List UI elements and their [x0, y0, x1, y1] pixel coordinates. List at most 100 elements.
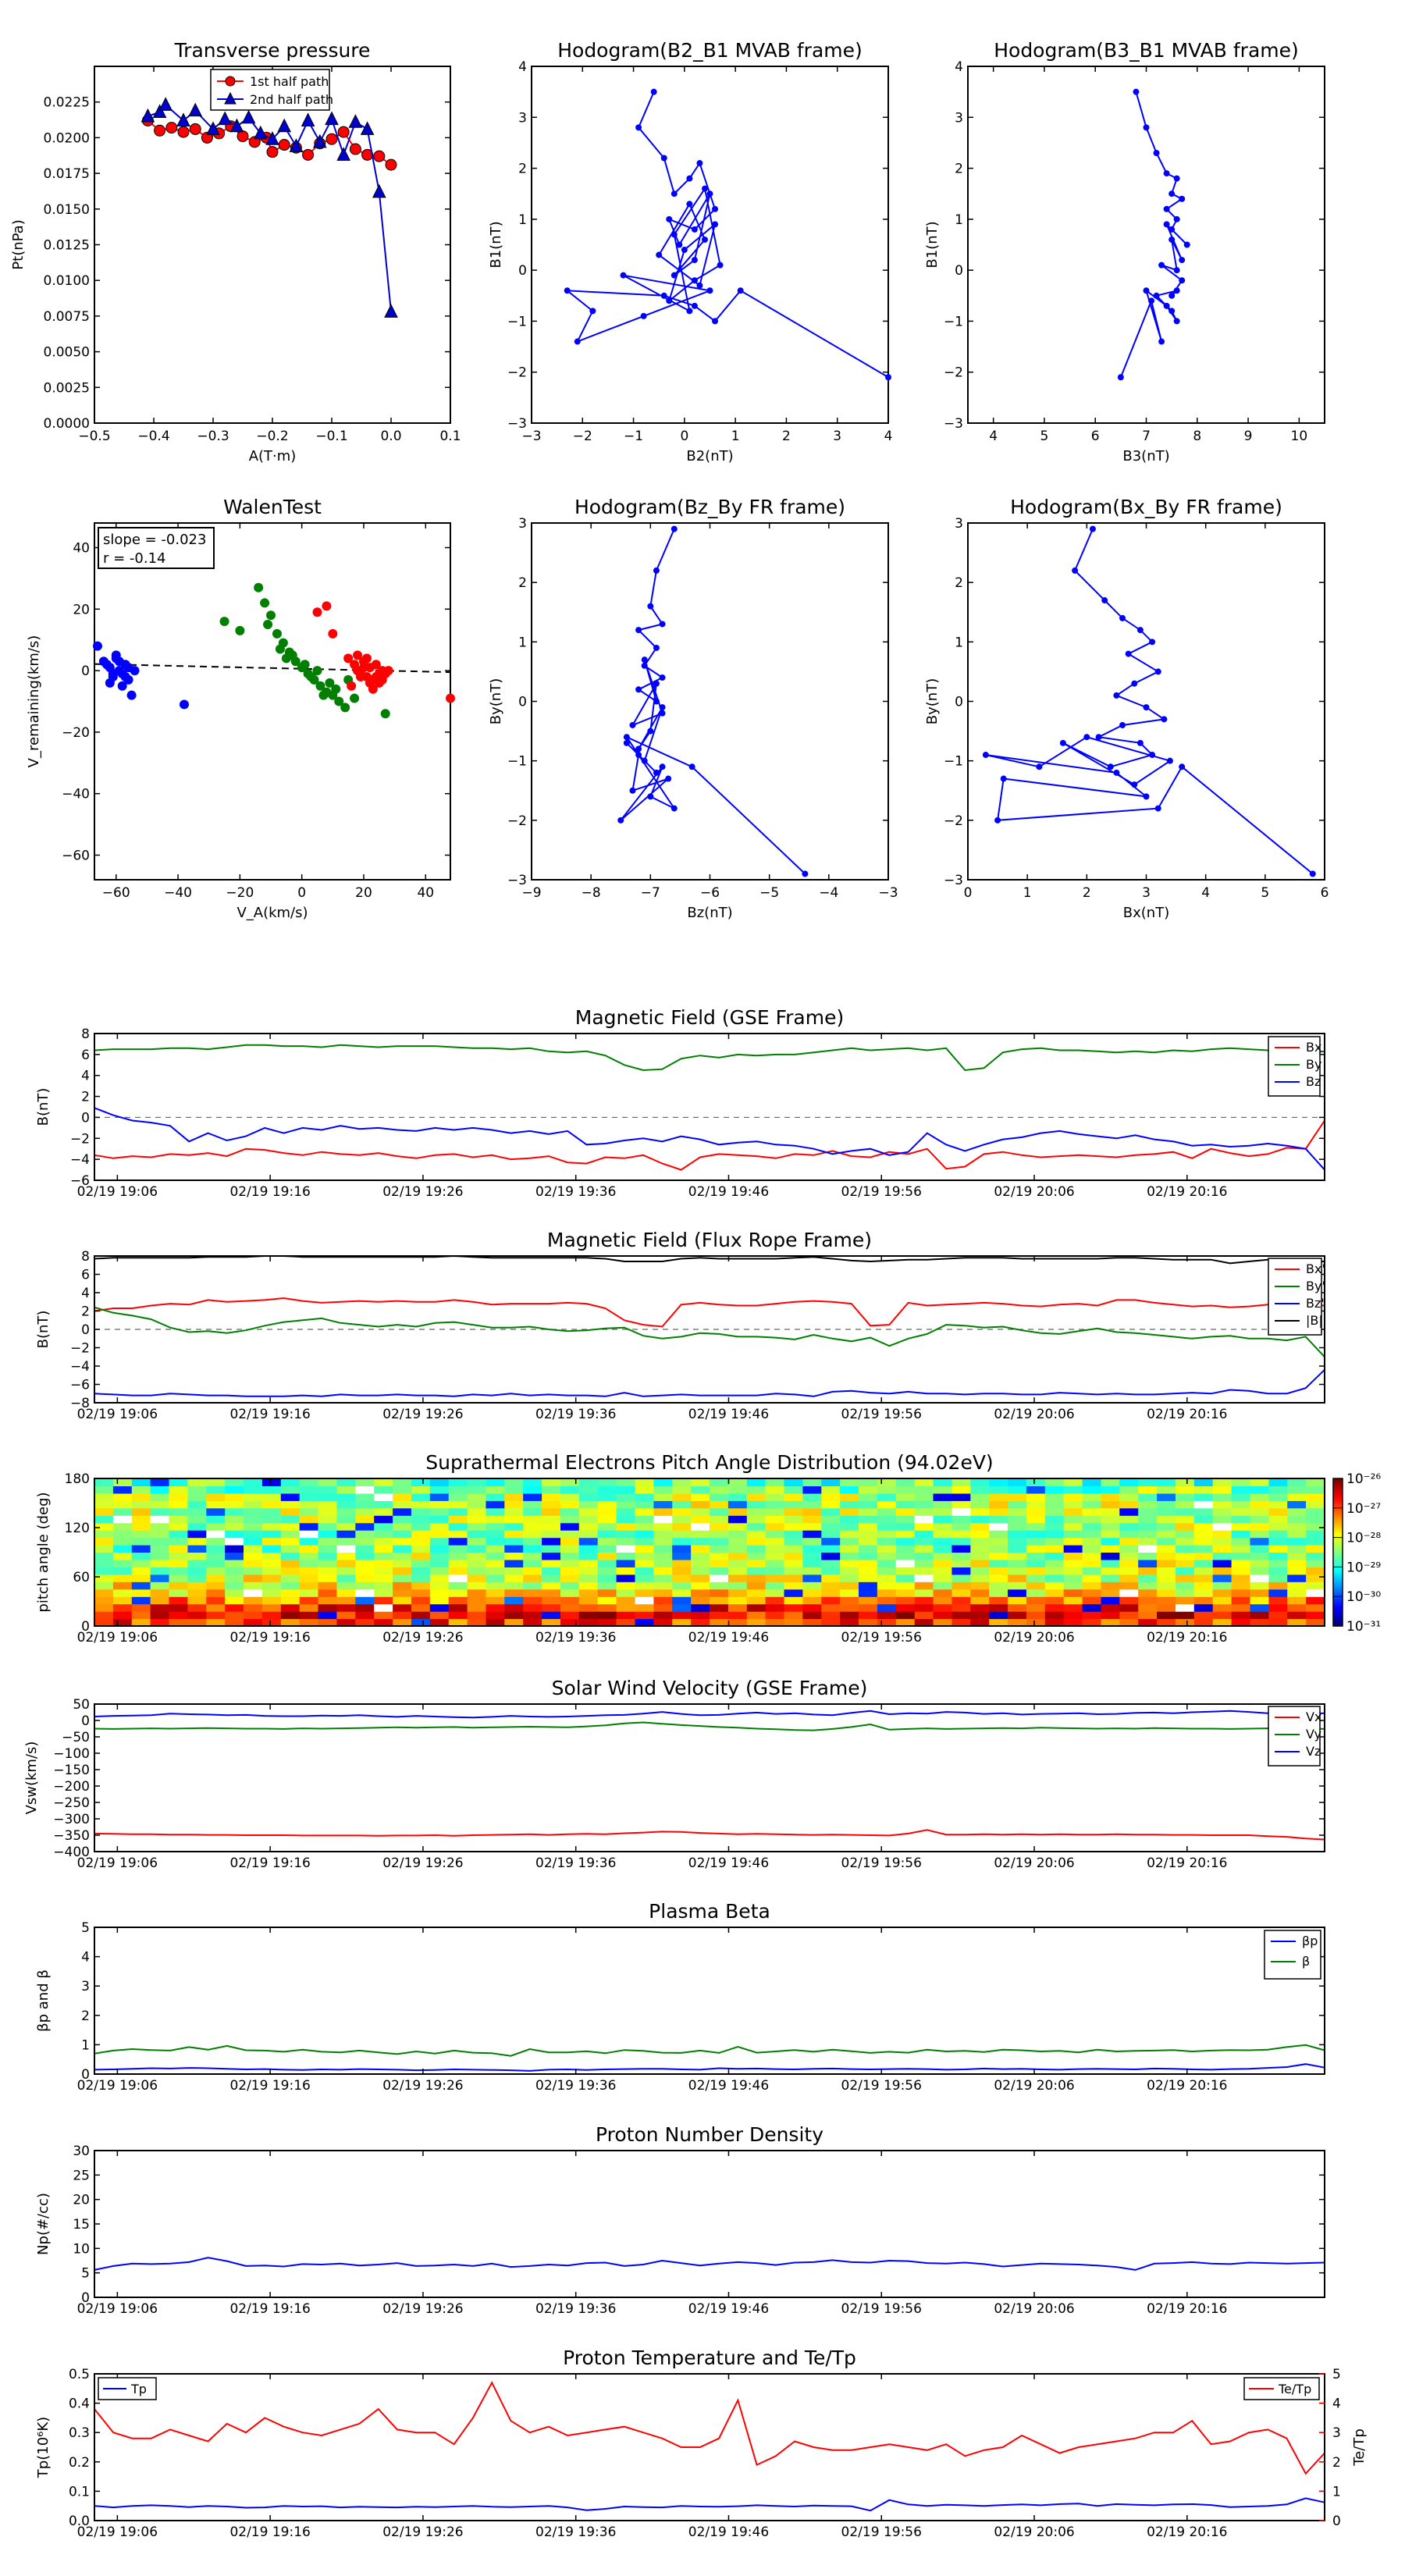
y-tick-label: 40	[73, 541, 90, 557]
heatmap-cell	[374, 1552, 393, 1560]
heatmap-cell	[727, 1589, 748, 1597]
heatmap-cell	[895, 1567, 916, 1575]
heatmap-cell	[374, 1603, 393, 1612]
heatmap-cell	[727, 1611, 748, 1620]
heatmap-cell	[486, 1485, 505, 1494]
x-tick-label: −0.3	[197, 429, 229, 444]
plot-frame	[94, 1927, 1325, 2075]
heatmap-cell	[355, 1596, 375, 1605]
y-tick-label: 0.2	[69, 2455, 90, 2471]
hodogram-h3: Hodogram(Bz_By FR frame)−9 −8 −7 −6 −5 −4 −3−3…	[488, 496, 898, 921]
hodogram-point	[1136, 739, 1144, 746]
y-tick-label: −1	[944, 754, 963, 770]
heatmap-cell	[970, 1500, 990, 1509]
heatmap-cell	[597, 1618, 617, 1627]
heatmap-cell	[112, 1567, 133, 1575]
heatmap-cell	[933, 1545, 952, 1553]
hodogram-point	[641, 662, 648, 669]
heatmap-cell	[467, 1596, 487, 1605]
heatmap-cell	[1268, 1574, 1288, 1582]
heatmap-cell	[691, 1537, 710, 1546]
time-tick-label: 02/19 20:06	[994, 2078, 1074, 2094]
heatmap-cell	[727, 1552, 748, 1560]
x-tick-label: −4	[819, 885, 838, 901]
heatmap-cell	[597, 1603, 617, 1612]
heatmap-cell	[691, 1485, 710, 1494]
heatmap-cell	[597, 1522, 617, 1531]
heatmap-cell	[355, 1515, 375, 1524]
heatmap-cell	[393, 1493, 412, 1501]
heatmap-cell	[411, 1478, 431, 1486]
heatmap-cell	[691, 1618, 710, 1627]
heatmap-cell	[1250, 1485, 1269, 1494]
hodogram-point	[712, 205, 719, 212]
heatmap-cell	[877, 1589, 897, 1597]
y-axis-label: Tp(10⁶K)	[35, 2417, 52, 2478]
y-tick-label: 2	[81, 1090, 90, 1105]
heatmap-cell	[1008, 1552, 1027, 1560]
heatmap-cell	[914, 1545, 934, 1553]
colorbar-step	[1333, 1493, 1343, 1496]
heatmap-cell	[429, 1545, 450, 1553]
heatmap-cell	[206, 1574, 226, 1582]
heatmap-cell	[1176, 1611, 1195, 1620]
heatmap-cell	[1138, 1545, 1158, 1553]
heatmap-cell	[784, 1478, 803, 1486]
heatmap-cell	[150, 1618, 170, 1627]
heatmap-cell	[448, 1522, 468, 1531]
x-tick-label: −40	[164, 885, 192, 901]
hodogram-point	[1153, 292, 1160, 299]
heatmap-cell	[877, 1603, 897, 1612]
heatmap-cell	[542, 1560, 561, 1567]
heatmap-cell	[486, 1537, 505, 1546]
legend-label: Bx'	[1306, 1261, 1325, 1276]
hodogram-point	[635, 752, 642, 759]
heatmap-cell	[261, 1567, 282, 1575]
data-point	[154, 124, 166, 137]
heatmap-cell	[112, 1522, 133, 1531]
heatmap-cell	[970, 1485, 990, 1494]
heatmap-cell	[1306, 1493, 1325, 1501]
y2-tick-label: 4	[1332, 2396, 1341, 2412]
heatmap-cell	[1044, 1611, 1065, 1620]
heatmap-cell	[653, 1500, 673, 1509]
heatmap-cell	[1287, 1485, 1307, 1494]
heatmap-cell	[746, 1567, 767, 1575]
heatmap-cell	[914, 1500, 934, 1509]
heatmap-cell	[318, 1603, 337, 1612]
hodogram-point	[670, 190, 678, 197]
heatmap-cell	[1268, 1485, 1288, 1494]
series-2nd-half-path	[140, 97, 398, 318]
heatmap-cell	[859, 1515, 878, 1524]
chart-title: Proton Temperature and Te/Tp	[563, 2347, 856, 2369]
walen-series	[92, 641, 189, 710]
heatmap-cell	[467, 1603, 487, 1612]
heatmap-cell	[1268, 1515, 1288, 1524]
time-tick-label: 02/19 20:06	[994, 2524, 1074, 2540]
heatmap-cell	[486, 1560, 505, 1567]
heatmap-cell	[1306, 1618, 1325, 1627]
heatmap-cell	[542, 1507, 561, 1516]
x-axis-label: B2(nT)	[686, 448, 733, 464]
walen-point	[254, 582, 264, 592]
heatmap-cell	[336, 1485, 356, 1494]
hodogram-point	[670, 231, 678, 238]
time-tick-label: 02/19 19:36	[535, 1856, 616, 1871]
heatmap-cell	[784, 1515, 803, 1524]
walen-point	[287, 650, 297, 660]
hodogram-point	[1101, 597, 1108, 604]
heatmap-cell	[933, 1574, 952, 1582]
heatmap-cell	[1250, 1603, 1269, 1612]
heatmap-cell	[486, 1589, 505, 1597]
hodogram-trace	[985, 528, 1314, 875]
heatmap-cell	[1176, 1552, 1195, 1560]
heatmap-cell	[1306, 1478, 1325, 1486]
hodogram-point	[1179, 195, 1186, 202]
heatmap-cell	[877, 1560, 897, 1567]
heatmap-cell	[429, 1596, 450, 1605]
hodogram-trace	[620, 528, 806, 875]
heatmap-cell	[746, 1507, 767, 1516]
heatmap-cell	[1212, 1493, 1232, 1501]
heatmap-cell	[1268, 1611, 1288, 1620]
hodogram-point	[653, 698, 660, 705]
